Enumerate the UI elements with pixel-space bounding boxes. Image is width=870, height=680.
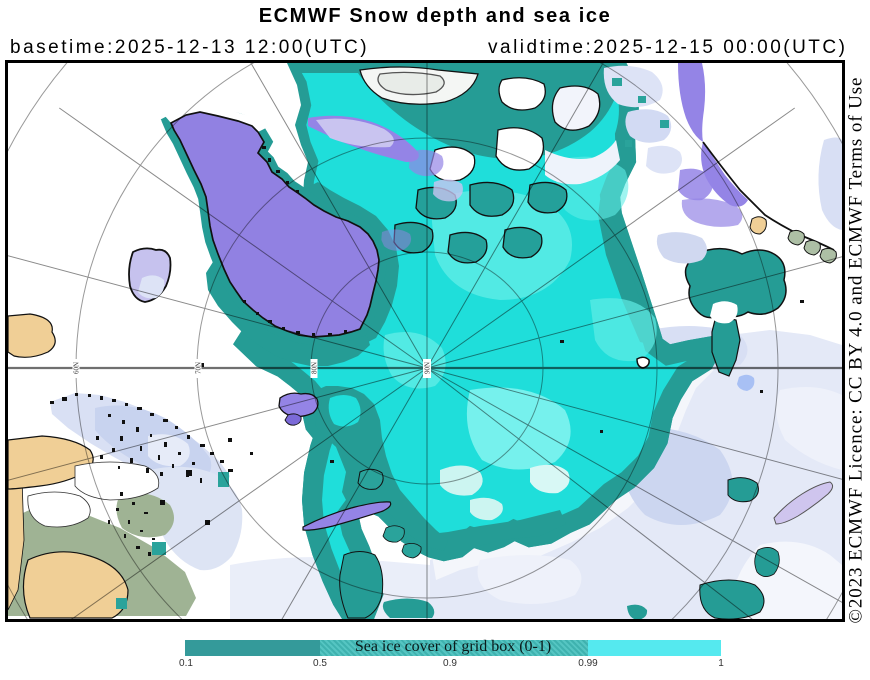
svg-text:80N: 80N (311, 362, 319, 374)
svg-text:90N: 90N (424, 362, 432, 374)
svg-text:60N: 60N (73, 362, 81, 374)
svg-text:70N: 70N (195, 362, 203, 374)
